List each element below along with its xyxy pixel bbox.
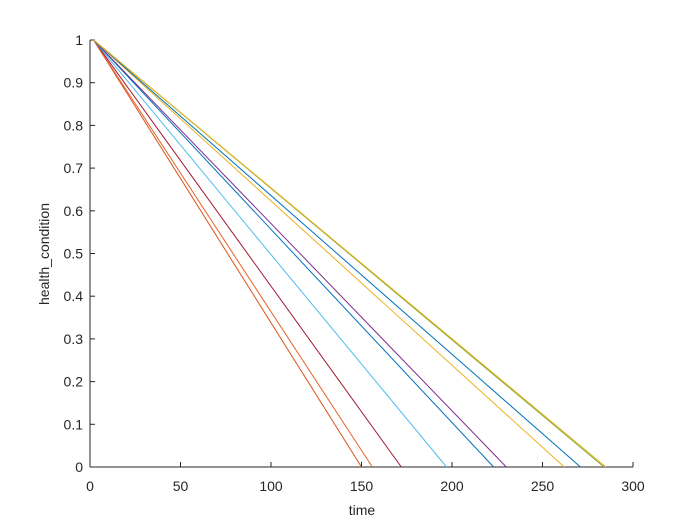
- y-tick-label: 0.2: [64, 374, 84, 390]
- x-tick-label: 300: [621, 478, 645, 494]
- x-tick-label: 50: [173, 478, 189, 494]
- x-tick-label: 150: [350, 478, 374, 494]
- line: [93, 39, 447, 468]
- x-axis-label: time: [349, 502, 376, 518]
- x-tick-label: 100: [259, 478, 283, 494]
- line: [93, 39, 402, 468]
- y-tick-label: 0: [75, 459, 83, 475]
- y-tick-label: 0.4: [64, 288, 84, 304]
- line: [93, 39, 581, 468]
- line: [93, 39, 362, 468]
- y-axis-label: health_condition: [36, 203, 52, 305]
- y-tick-label: 0.5: [64, 246, 84, 262]
- x-tick-label: 0: [86, 478, 94, 494]
- x-tick-label: 200: [440, 478, 464, 494]
- line: [93, 39, 507, 468]
- line: [93, 39, 373, 468]
- y-tick-label: 1: [75, 32, 83, 48]
- x-tick-label: 250: [531, 478, 555, 494]
- y-tick-label: 0.3: [64, 331, 84, 347]
- y-tick-label: 0.1: [64, 416, 84, 432]
- y-tick-label: 0.9: [64, 75, 84, 91]
- line: [93, 39, 565, 468]
- y-tick-label: 0.6: [64, 203, 84, 219]
- line: [93, 39, 607, 468]
- line: [93, 39, 494, 468]
- y-tick-label: 0.8: [64, 117, 84, 133]
- y-tick-label: 0.7: [64, 160, 84, 176]
